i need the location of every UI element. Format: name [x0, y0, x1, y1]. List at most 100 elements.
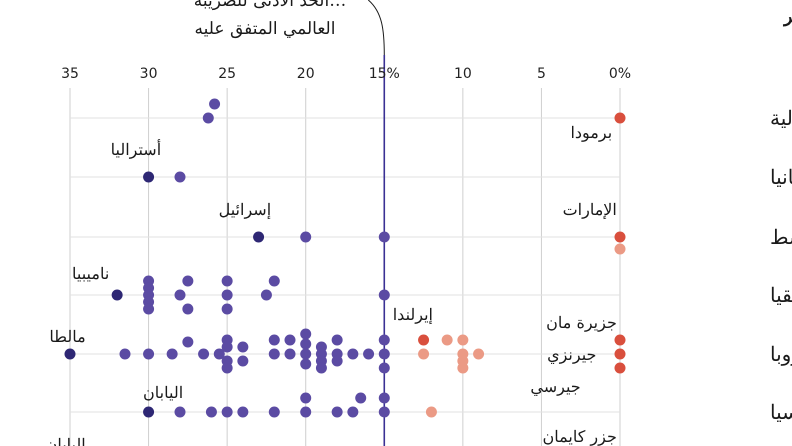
data-point — [268, 334, 280, 346]
data-point — [614, 348, 626, 360]
corner-label: أقل بكثير — [782, 4, 792, 27]
x-tick-label: 25 — [218, 66, 236, 82]
data-point — [143, 303, 155, 315]
data-point — [221, 275, 233, 287]
data-point — [300, 338, 312, 350]
data-point — [209, 98, 221, 110]
data-point — [378, 289, 390, 301]
data-point — [284, 348, 296, 360]
data-point — [347, 348, 359, 360]
country-label: جيرنزي — [547, 345, 596, 364]
reference-line-label-2: العالمي المتفق عليه — [195, 19, 336, 39]
region-label: إفريقيا — [770, 283, 792, 308]
country-label: إيرلندا — [393, 305, 433, 324]
data-point — [614, 243, 626, 255]
data-point — [355, 392, 367, 404]
data-point — [331, 334, 343, 346]
data-point — [260, 289, 272, 301]
x-tick-label: 10 — [454, 66, 472, 82]
data-point — [300, 358, 312, 370]
data-point — [614, 112, 626, 124]
country-label: الإمارات — [563, 200, 617, 219]
data-point — [418, 334, 430, 346]
data-point — [347, 406, 359, 418]
data-point — [253, 231, 265, 243]
data-point — [268, 348, 280, 360]
gridlines — [69, 88, 621, 446]
region-label: الشرق الأوسط — [770, 224, 792, 249]
data-point — [300, 392, 312, 404]
x-tick-label: 0% — [609, 66, 631, 82]
data-point — [64, 348, 76, 360]
data-point — [441, 334, 453, 346]
data-point — [425, 406, 437, 418]
data-point — [202, 112, 214, 124]
country-label: اليابان — [143, 383, 183, 402]
country-label: مالطا — [49, 327, 85, 346]
data-point — [614, 362, 626, 374]
data-points — [64, 98, 626, 418]
x-tick-label: 5 — [537, 66, 546, 82]
x-tick-label: 20 — [297, 66, 315, 82]
data-point — [205, 406, 217, 418]
data-point — [614, 231, 626, 243]
country-label: أستراليا — [111, 139, 162, 159]
data-point — [473, 348, 485, 360]
x-tick-label: 30 — [140, 66, 158, 82]
data-point — [457, 334, 469, 346]
region-label: أميركا الشمالية — [770, 104, 792, 130]
country-annotations: برمودا أستراليا الإمارات إسرائيل ناميبيا إيرل… — [46, 123, 617, 446]
data-point — [300, 328, 312, 340]
data-point — [221, 341, 233, 353]
data-point — [143, 171, 155, 183]
data-point — [111, 289, 123, 301]
country-label: جزر كايمان — [542, 427, 616, 446]
data-point — [166, 348, 178, 360]
data-point — [284, 334, 296, 346]
data-point — [363, 348, 375, 360]
region-label: أوروبا — [770, 340, 792, 366]
region-labels: أميركا الشمالية أوقيانيا الشرق الأوسط إفريق… — [770, 104, 792, 424]
data-point — [221, 289, 233, 301]
data-point — [119, 348, 131, 360]
data-point — [378, 362, 390, 374]
data-point — [378, 348, 390, 360]
reference-line-label-1: …الحد الأدنى للضريبة — [194, 0, 346, 11]
country-label: برمودا — [570, 123, 612, 142]
data-point — [268, 406, 280, 418]
data-point — [182, 275, 194, 287]
data-point — [237, 355, 249, 367]
data-point — [457, 362, 469, 374]
country-label: جيرسي — [530, 377, 580, 396]
x-tick-label: 35 — [61, 66, 79, 82]
data-point — [182, 303, 194, 315]
country-label: جزيرة مان — [546, 313, 617, 332]
data-point — [378, 406, 390, 418]
data-point — [300, 348, 312, 360]
data-point — [143, 406, 155, 418]
data-point — [300, 406, 312, 418]
data-point — [213, 348, 225, 360]
data-point — [268, 275, 280, 287]
data-point — [378, 334, 390, 346]
data-point — [300, 231, 312, 243]
data-point — [614, 334, 626, 346]
data-point — [418, 348, 430, 360]
data-point — [174, 289, 186, 301]
data-point — [315, 362, 327, 374]
country-label: اليابان — [46, 435, 86, 446]
data-point — [237, 406, 249, 418]
region-label: آسيا — [770, 400, 792, 424]
data-point — [182, 336, 194, 348]
x-axis-ticks: 35 30 25 20 15% 10 5 0% — [61, 66, 631, 82]
x-tick-label: 15% — [369, 66, 400, 82]
country-label: ناميبيا — [72, 264, 109, 283]
data-point — [174, 406, 186, 418]
data-point — [221, 406, 233, 418]
data-point — [378, 231, 390, 243]
data-point — [221, 303, 233, 315]
data-point — [221, 362, 233, 374]
data-point — [174, 171, 186, 183]
country-label: إسرائيل — [219, 200, 272, 219]
